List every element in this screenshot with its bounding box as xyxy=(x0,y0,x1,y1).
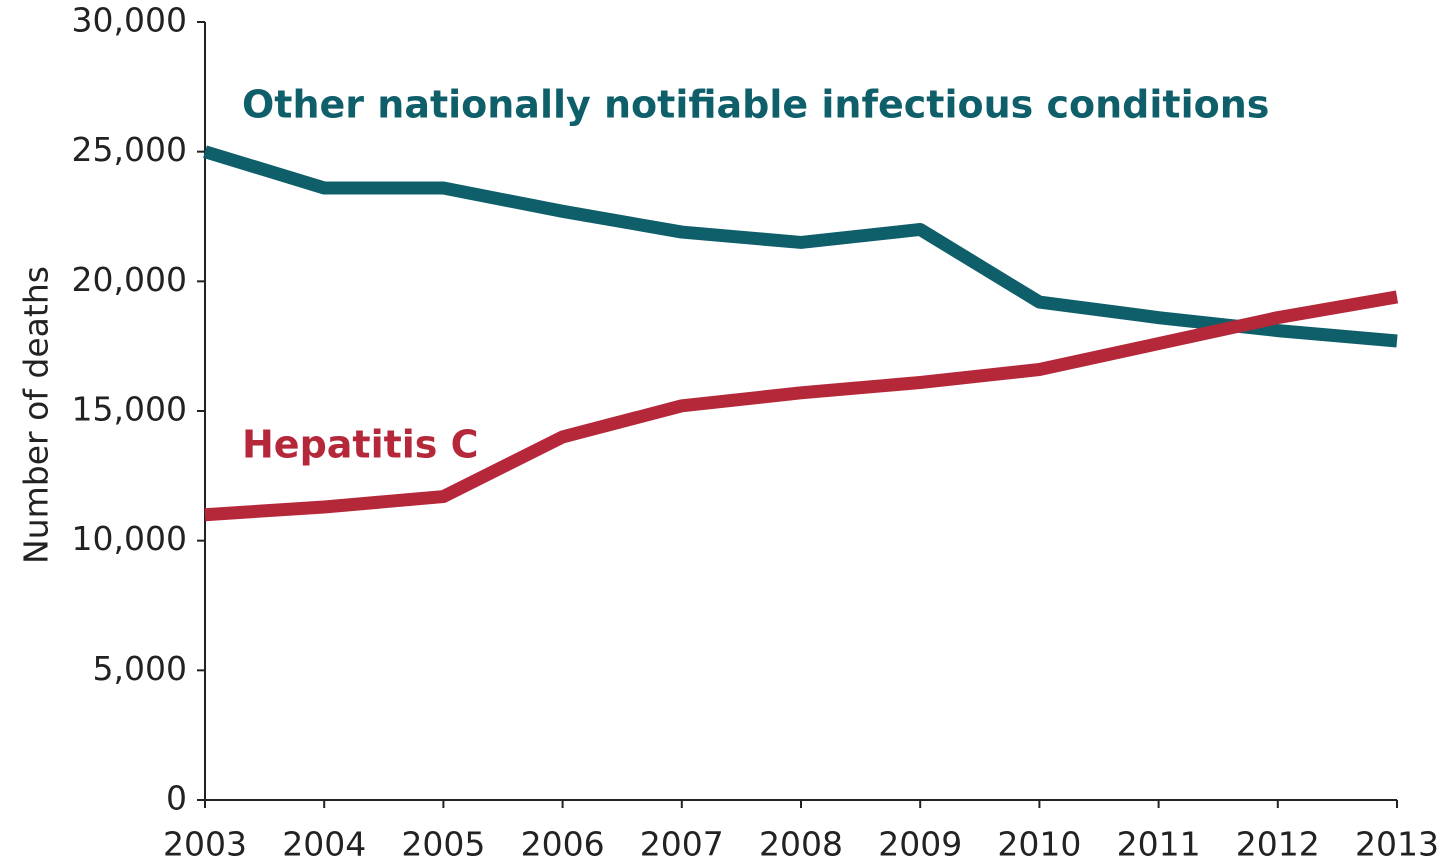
series-label: Other nationally notifiable infectious c… xyxy=(242,83,1269,127)
series-label: Hepatitis C xyxy=(242,423,479,467)
y-tick-label: 15,000 xyxy=(72,390,187,429)
x-tick-label: 2006 xyxy=(521,825,605,861)
y-axis-label: Number of deaths xyxy=(17,266,56,564)
y-tick-label: 0 xyxy=(166,779,187,818)
y-tick-label: 20,000 xyxy=(72,260,187,299)
x-tick-label: 2011 xyxy=(1117,825,1201,861)
x-tick-label: 2008 xyxy=(759,825,843,861)
x-tick-label: 2007 xyxy=(640,825,724,861)
series-line xyxy=(203,145,1398,348)
y-tick-label: 25,000 xyxy=(72,130,187,169)
x-tick-label: 2013 xyxy=(1355,825,1437,861)
x-tick-label: 2010 xyxy=(997,825,1081,861)
y-tick-label: 30,000 xyxy=(72,1,187,40)
x-tick-label: 2012 xyxy=(1236,825,1320,861)
series-line xyxy=(204,290,1399,522)
x-tick-label: 2004 xyxy=(282,825,366,861)
y-tick-label: 10,000 xyxy=(72,519,187,558)
x-tick-label: 2003 xyxy=(163,825,247,861)
y-tick-label: 5,000 xyxy=(93,649,187,688)
x-tick-label: 2005 xyxy=(401,825,485,861)
x-tick-label: 2009 xyxy=(878,825,962,861)
